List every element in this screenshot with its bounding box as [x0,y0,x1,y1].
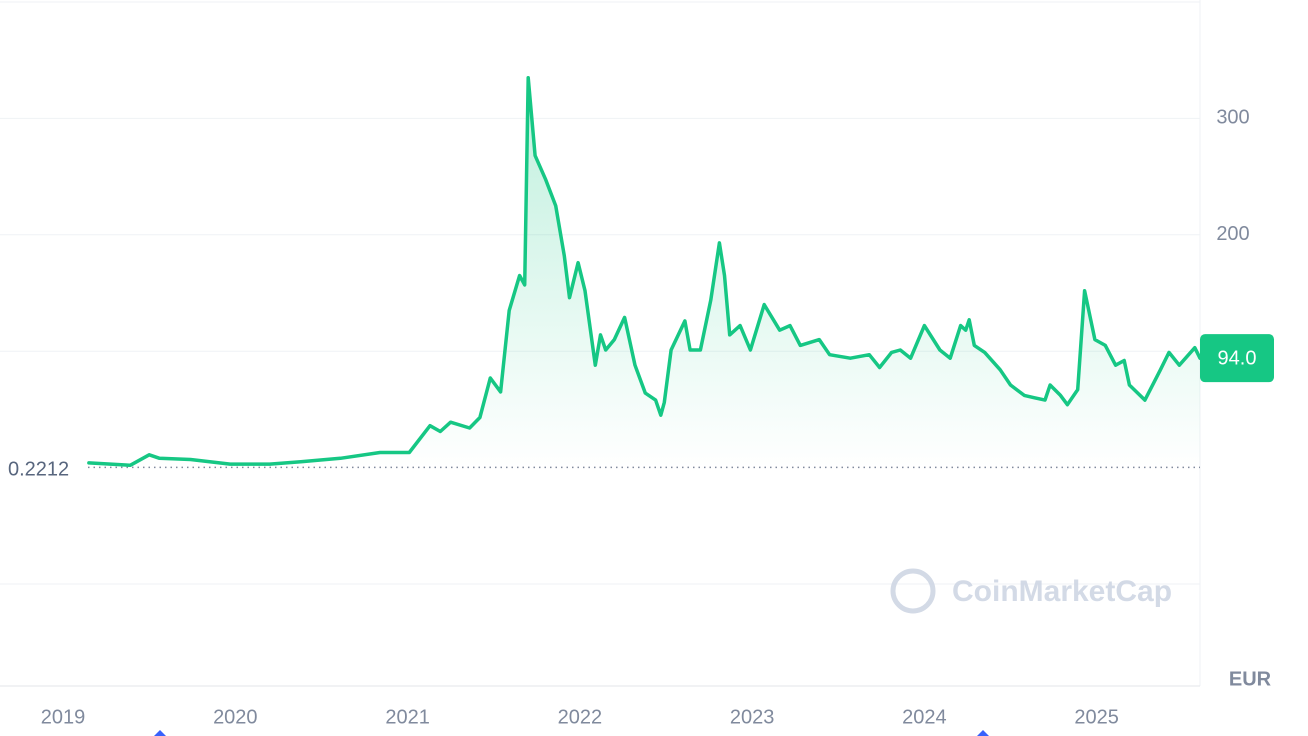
x-tick-label: 2020 [213,706,258,728]
x-tick-label: 2021 [385,706,430,728]
watermark-logo [890,568,936,614]
x-tick-label: 2022 [558,706,603,728]
price-area [88,77,1200,468]
current-price-label: 94.0 [1218,347,1257,369]
event-marker [977,730,989,736]
price-line [87,75,1202,468]
x-tick-label: 2019 [41,706,86,728]
currency-label: EUR [1229,668,1272,690]
watermark-text: CoinMarketCap [952,575,1172,608]
x-tick-label: 2025 [1074,706,1119,728]
x-tick-label: 2023 [730,706,775,728]
baseline-label: 0.2212 [8,459,69,481]
current-price-badge [1200,334,1274,383]
y-tick-label: 300 [1216,107,1249,129]
event-marker [154,730,166,736]
y-tick-label: 200 [1216,223,1249,245]
watermark: CoinMarketCap [890,568,1172,614]
x-tick-label: 2024 [902,706,947,728]
